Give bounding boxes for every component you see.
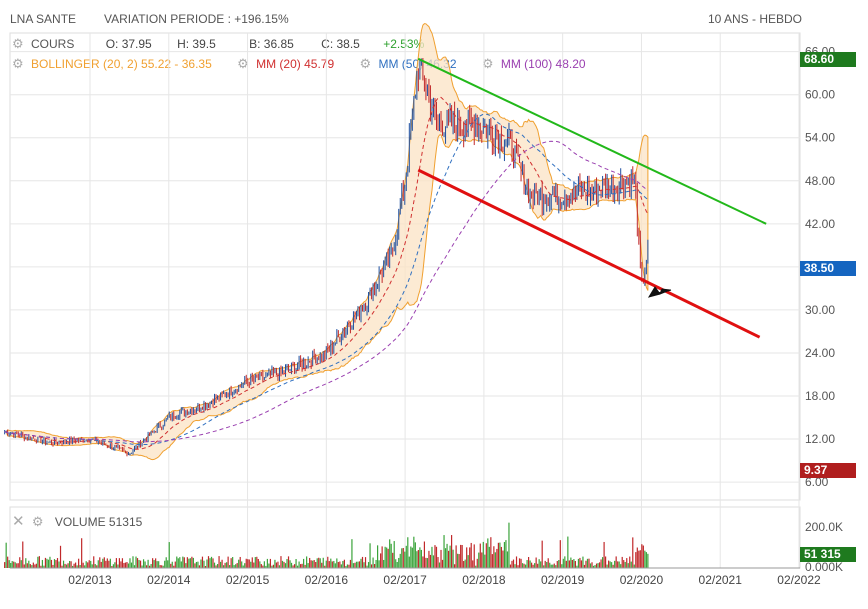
- upper-trendline: [417, 57, 767, 225]
- instrument-name: LNA SANTE: [10, 12, 77, 26]
- y-tick-label: 54.00: [805, 131, 835, 145]
- change-value: +2.53%: [383, 37, 425, 51]
- x-tick-label: 02/2016: [305, 573, 349, 587]
- close-icon[interactable]: ✕: [12, 513, 25, 530]
- mm100-legend[interactable]: MM (100) 48.20: [500, 57, 586, 71]
- axes: 66.0060.0054.0048.0042.0036.0030.0024.00…: [10, 45, 843, 587]
- y-tick-label: 42.00: [805, 217, 835, 231]
- period-label[interactable]: 10 ANS - HEBDO: [707, 12, 802, 26]
- gear-icon[interactable]: ⚙: [12, 36, 24, 51]
- cours-label: COURS: [31, 37, 75, 51]
- mm20-legend[interactable]: MM (20) 45.79: [256, 57, 335, 71]
- mm50-line: [4, 113, 649, 446]
- high-tag: 68.60: [800, 52, 856, 67]
- mm50-legend[interactable]: MM (50) 46.32: [378, 57, 457, 71]
- low-value: B: 36.85: [249, 37, 294, 51]
- bollinger-band-area: [4, 23, 649, 461]
- gear-icon[interactable]: ⚙: [12, 56, 24, 71]
- volume-label: VOLUME 51315: [54, 515, 143, 529]
- bollinger-legend[interactable]: BOLLINGER (20, 2) 55.22 - 36.35: [31, 57, 212, 71]
- price-legend: ⚙ COURS O: 37.95 H: 39.5 B: 36.85 C: 38.…: [12, 36, 428, 52]
- x-tick-label: 02/2015: [226, 573, 270, 587]
- bollinger-band: [4, 23, 649, 461]
- y-tick-label: 12.00: [805, 432, 835, 446]
- x-tick-label: 02/2017: [383, 573, 427, 587]
- y-tick-label: 24.00: [805, 346, 835, 360]
- low-tag: 9.37: [800, 463, 856, 478]
- x-tick-label: 02/2021: [699, 573, 743, 587]
- gear-icon[interactable]: ⚙: [237, 56, 249, 71]
- open-value: O: 37.95: [105, 37, 152, 51]
- volume-tag: 51 315: [800, 547, 856, 562]
- close-value: C: 38.5: [321, 37, 360, 51]
- high-value: H: 39.5: [177, 37, 216, 51]
- x-tick-label: 02/2014: [147, 573, 191, 587]
- x-tick-label: 02/2022: [777, 573, 821, 587]
- volume-tick-label: 0.000K: [805, 560, 843, 574]
- x-tick-label: 02/2020: [620, 573, 664, 587]
- volume-tick-label: 200.0K: [805, 520, 843, 534]
- mm20-line: [4, 96, 649, 450]
- y-tick-label: 18.00: [805, 389, 835, 403]
- lower-trendline: [417, 168, 761, 339]
- arrow-icon: [647, 286, 671, 298]
- arrow-shaft: [653, 289, 672, 295]
- grid: [9, 32, 801, 569]
- y-tick-label: 48.00: [805, 174, 835, 188]
- last-price-tag: 38.50: [800, 261, 856, 276]
- gear-icon[interactable]: ⚙: [31, 514, 44, 529]
- moving-averages: [4, 96, 649, 450]
- gear-icon[interactable]: ⚙: [359, 56, 372, 71]
- indicator-legend: ⚙ BOLLINGER (20, 2) 55.22 - 36.35 ⚙ MM (…: [12, 56, 590, 72]
- period-variation: VARIATION PERIODE : +196.15%: [104, 12, 289, 26]
- gear-icon[interactable]: ⚙: [481, 56, 494, 71]
- y-tick-label: 60.00: [805, 88, 835, 102]
- x-tick-label: 02/2018: [462, 573, 506, 587]
- x-tick-label: 02/2013: [68, 573, 112, 587]
- y-tick-label: 30.00: [805, 303, 835, 317]
- candlesticks: [4, 57, 649, 457]
- trendlines: [417, 57, 767, 339]
- x-tick-label: 02/2019: [541, 573, 585, 587]
- volume-legend: ✕ ⚙ VOLUME 51315: [12, 512, 146, 530]
- mm100-line: [4, 140, 649, 443]
